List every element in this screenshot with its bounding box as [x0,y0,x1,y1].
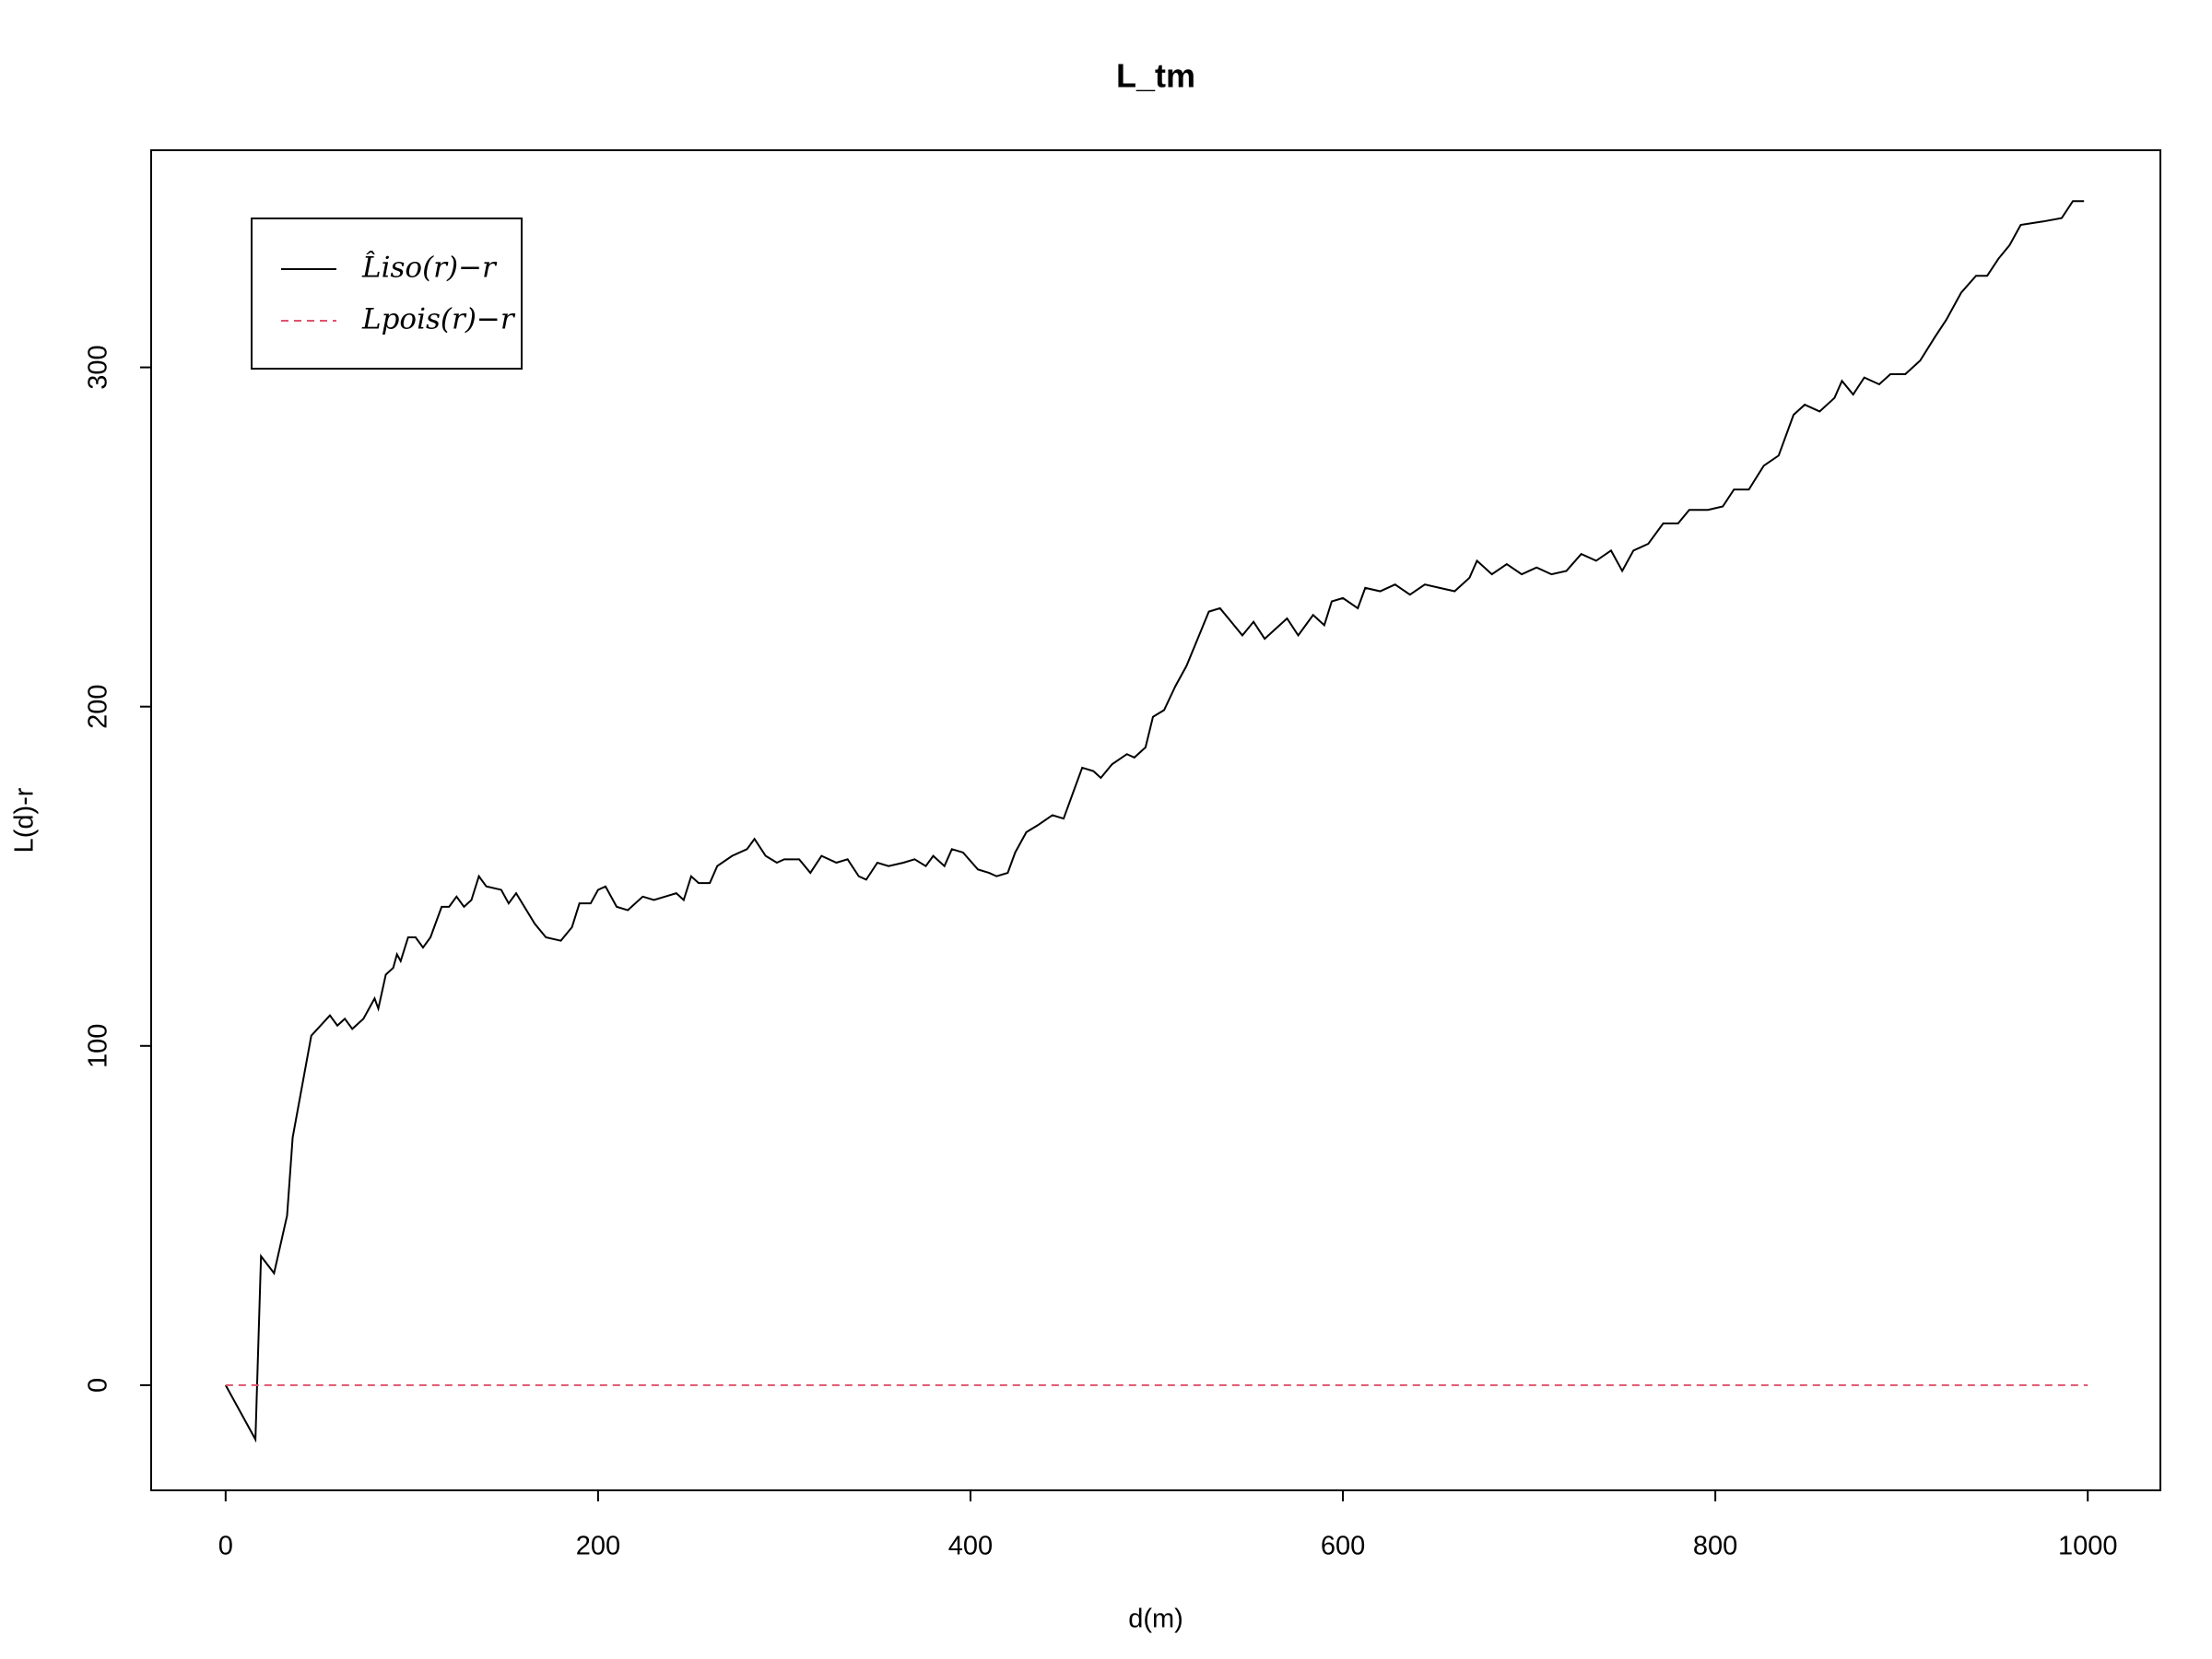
y-axis-label: L(d)-r [10,787,40,853]
x-tick-label: 600 [1321,1532,1365,1561]
x-tick-label: 200 [576,1532,620,1561]
y-tick-label: 0 [84,1378,113,1393]
x-tick-label: 400 [948,1532,993,1561]
x-tick-label: 800 [1693,1532,1737,1561]
x-tick-label: 0 [218,1532,233,1561]
y-tick-label: 300 [84,345,113,389]
y-tick-label: 200 [84,684,113,728]
legend-label: L̂iso(r)−r [361,250,498,285]
y-tick-label: 100 [84,1024,113,1068]
chart-title: L_tm [1116,57,1195,95]
data-line [224,200,2085,1443]
legend-box [251,218,523,370]
x-tick-label: 1000 [2058,1532,2118,1561]
x-axis-label: d(m) [1128,1605,1183,1634]
legend-label: Lpois(r)−r [361,303,516,336]
